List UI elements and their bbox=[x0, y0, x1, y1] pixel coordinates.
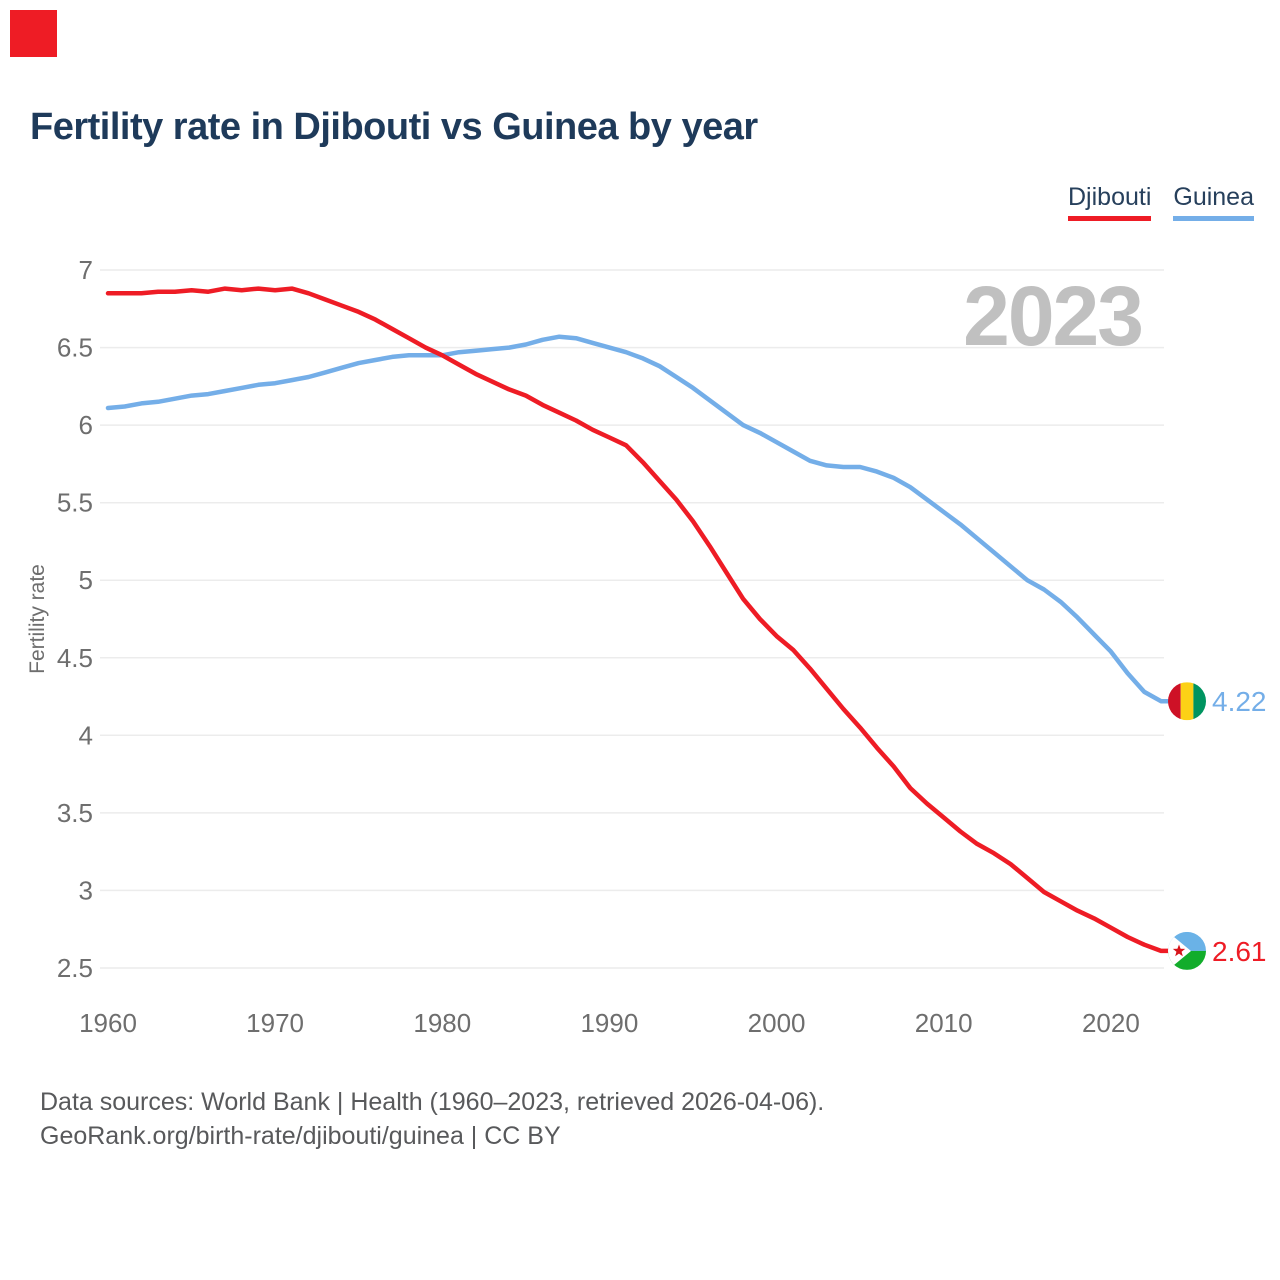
y-tick-label: 3 bbox=[79, 875, 93, 905]
y-tick-label: 3.5 bbox=[57, 798, 93, 828]
attribution-line: GeoRank.org/birth-rate/djibouti/guinea |… bbox=[40, 1121, 561, 1150]
y-tick-label: 5.5 bbox=[57, 488, 93, 518]
legend-item-guinea[interactable]: Guinea bbox=[1173, 183, 1254, 221]
chart-footer: Data sources: World Bank | Health (1960–… bbox=[40, 1086, 824, 1153]
guinea-line[interactable] bbox=[105, 334, 1173, 704]
data-sources-line: Data sources: World Bank | Health (1960–… bbox=[40, 1088, 825, 1116]
x-tick-label: 2020 bbox=[1082, 1008, 1140, 1038]
x-tick-label: 1960 bbox=[79, 1008, 137, 1038]
y-tick-label: 5 bbox=[79, 565, 93, 595]
djibouti-line[interactable] bbox=[105, 286, 1173, 954]
corner-marker bbox=[10, 10, 57, 57]
x-tick-label: 1990 bbox=[580, 1008, 638, 1038]
y-axis-title: Fertility rate bbox=[26, 564, 49, 674]
end-value-djibouti: 2.61 bbox=[1212, 936, 1267, 967]
x-tick-label: 2010 bbox=[915, 1008, 973, 1038]
y-tick-label: 6 bbox=[79, 410, 93, 440]
legend: Djibouti Guinea bbox=[1068, 183, 1254, 221]
x-tick-label: 2000 bbox=[748, 1008, 806, 1038]
guinea-flag-icon bbox=[1168, 682, 1206, 721]
djibouti-flag-icon bbox=[1168, 931, 1206, 970]
y-tick-label: 7 bbox=[79, 255, 93, 285]
x-tick-label: 1970 bbox=[246, 1008, 304, 1038]
end-value-guinea: 4.22 bbox=[1212, 686, 1267, 717]
y-tick-label: 6.5 bbox=[57, 333, 93, 363]
legend-item-djibouti[interactable]: Djibouti bbox=[1068, 183, 1152, 221]
page-title: Fertility rate in Djibouti vs Guinea by … bbox=[30, 106, 758, 148]
y-tick-label: 4 bbox=[79, 720, 93, 750]
watermark-year: 2023 bbox=[963, 269, 1142, 363]
x-tick-label: 1980 bbox=[413, 1008, 471, 1038]
fertility-chart: 7 6.5 6 5.5 5 4.5 4 3.5 3 2.5 1960 1970 1980 1990 2000… bbox=[0, 230, 1280, 1060]
y-tick-label: 4.5 bbox=[57, 643, 93, 673]
y-tick-label: 2.5 bbox=[57, 953, 93, 983]
